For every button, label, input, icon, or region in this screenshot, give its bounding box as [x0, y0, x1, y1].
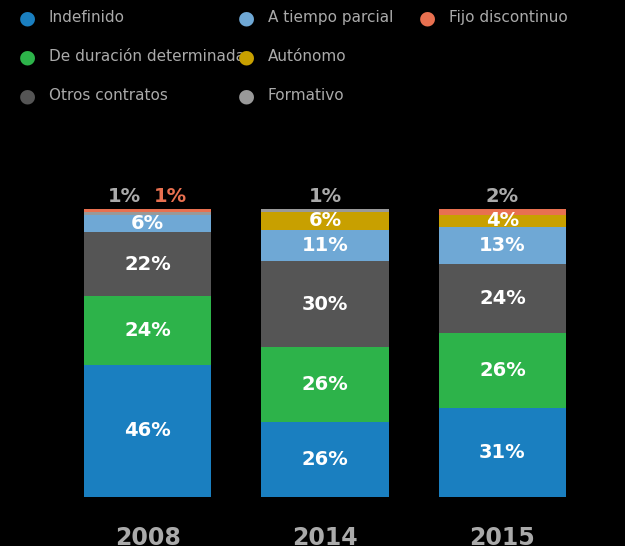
Bar — [439, 215, 566, 227]
Text: ●: ● — [238, 48, 254, 67]
Bar — [439, 408, 566, 497]
Text: 30%: 30% — [302, 295, 348, 314]
Bar — [261, 212, 389, 230]
Text: 2015: 2015 — [469, 526, 535, 546]
Text: 31%: 31% — [479, 443, 526, 462]
Text: 1%: 1% — [154, 187, 188, 206]
Text: Formativo: Formativo — [268, 88, 344, 103]
Text: 2008: 2008 — [114, 526, 181, 546]
Text: 24%: 24% — [124, 321, 171, 340]
Bar — [84, 365, 211, 497]
Bar — [439, 227, 566, 264]
Text: Autónomo: Autónomo — [268, 49, 346, 64]
Bar — [84, 215, 211, 233]
Text: 26%: 26% — [302, 450, 348, 469]
Text: ●: ● — [238, 8, 254, 27]
Bar — [84, 210, 211, 212]
Text: 24%: 24% — [479, 289, 526, 308]
Bar — [261, 422, 389, 497]
Text: 6%: 6% — [131, 215, 164, 233]
Text: ●: ● — [419, 8, 436, 27]
Bar — [261, 230, 389, 261]
Text: Indefinido: Indefinido — [49, 10, 125, 25]
Bar — [439, 333, 566, 408]
Bar — [84, 296, 211, 365]
Text: 26%: 26% — [302, 375, 348, 394]
Text: Fijo discontinuo: Fijo discontinuo — [449, 10, 568, 25]
Text: Otros contratos: Otros contratos — [49, 88, 168, 103]
Text: ●: ● — [238, 87, 254, 106]
Text: 1%: 1% — [108, 187, 141, 206]
Text: 1%: 1% — [309, 187, 342, 206]
Text: ●: ● — [19, 48, 36, 67]
Text: 2014: 2014 — [292, 526, 358, 546]
Text: De duración determinada: De duración determinada — [49, 49, 245, 64]
Text: 26%: 26% — [479, 361, 526, 380]
Text: 11%: 11% — [302, 236, 348, 255]
Text: 4%: 4% — [486, 211, 519, 230]
Bar — [261, 347, 389, 422]
Bar — [439, 210, 566, 215]
Text: ●: ● — [19, 87, 36, 106]
Text: 22%: 22% — [124, 254, 171, 274]
Text: ●: ● — [19, 8, 36, 27]
Bar — [261, 210, 389, 212]
Text: A tiempo parcial: A tiempo parcial — [268, 10, 393, 25]
Text: 13%: 13% — [479, 236, 526, 255]
Bar — [84, 212, 211, 215]
Bar — [84, 233, 211, 296]
Bar — [261, 261, 389, 347]
Text: 6%: 6% — [309, 211, 342, 230]
Bar — [439, 264, 566, 333]
Text: 46%: 46% — [124, 422, 171, 440]
Text: 2%: 2% — [486, 187, 519, 206]
